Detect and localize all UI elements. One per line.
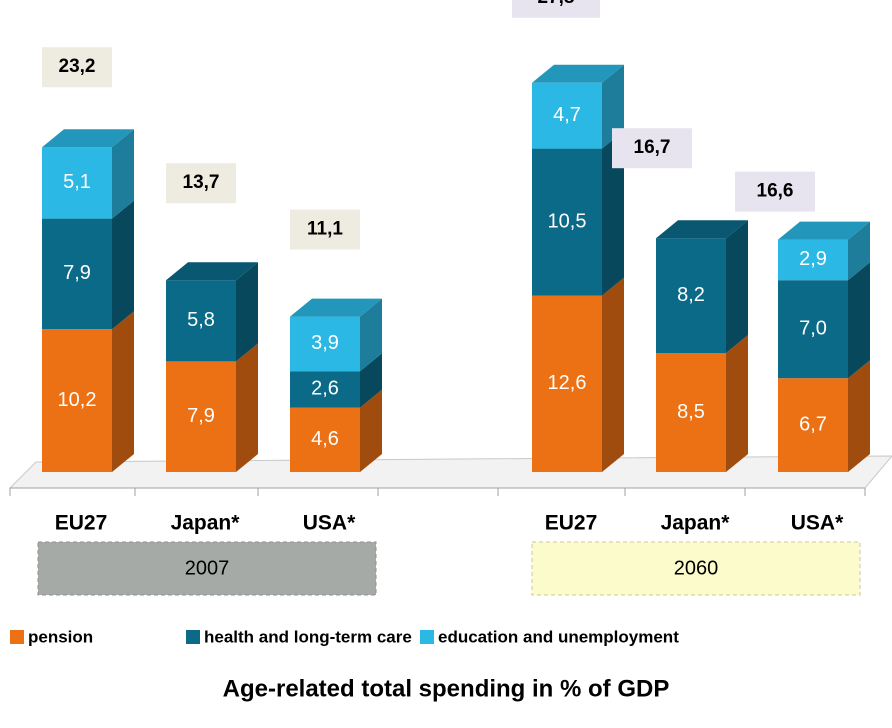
legend-swatch [10,630,24,644]
bar-side [602,130,624,296]
bar-side [848,221,870,281]
value-label: 4,7 [553,104,581,126]
value-label: 12,6 [548,372,587,394]
value-label: 10,2 [58,389,97,411]
floor [8,455,892,489]
bar-side [360,389,382,472]
total-box [612,128,692,169]
total-box [166,163,236,204]
bar-top [532,64,624,83]
bar-side [726,335,748,472]
total-label: 16,7 [634,137,671,158]
bar-side [236,262,258,362]
value-label: 8,2 [677,284,705,306]
bar-side [112,200,134,330]
bar-segment [166,280,236,362]
x-tick-label: EU27 [545,512,598,535]
total-label: 16,6 [757,181,794,202]
total-label: 11,1 [307,219,343,240]
value-label: 7,9 [187,405,215,427]
legend-swatch [420,630,434,644]
value-label: 6,7 [799,413,827,435]
bar-segment [290,316,360,372]
group-label: 2060 [674,557,719,579]
bar-segment [166,361,236,472]
value-label: 2,9 [799,248,827,270]
bar-segment [778,239,848,281]
total-label: 23,2 [59,56,96,77]
bar-side [848,360,870,472]
bar-top [778,221,870,240]
bar-side [236,343,258,472]
value-label: 7,0 [799,317,827,339]
bar-segment [42,147,112,219]
total-box [512,0,600,18]
legend-label: education and unemployment [438,627,679,646]
x-tick-label: Japan* [171,512,241,535]
total-box [42,47,112,88]
bar-segment [656,353,726,472]
chart-title: Age-related total spending in % of GDP [223,675,670,702]
bar-side [112,311,134,472]
bar-top [42,129,134,148]
total-label: 13,7 [183,172,220,193]
bar-segment [532,295,602,472]
bar-side [602,277,624,472]
x-tick-label: EU27 [55,512,108,535]
value-label: 3,9 [311,332,339,354]
group-box [37,541,377,596]
value-label: 5,8 [187,309,215,331]
bar-top [290,298,382,317]
bar-segment [778,280,848,379]
x-tick-label: Japan* [661,512,731,535]
bar-side [848,262,870,379]
bar-side [360,353,382,408]
x-tick-label: USA* [303,512,356,535]
bar-segment [778,378,848,472]
bar-top [166,262,258,281]
total-box [735,171,815,212]
value-label: 5,1 [63,171,91,193]
value-label: 2,6 [311,378,339,400]
group-box [531,541,861,596]
bar-segment [532,148,602,296]
legend-label: health and long-term care [204,627,412,646]
group-label: 2007 [185,557,230,579]
bar-segment [290,407,360,472]
bar-segment [656,238,726,353]
value-label: 8,5 [677,401,705,423]
value-label: 10,5 [548,210,587,232]
total-label: 27,8 [538,0,575,8]
bar-segment [42,329,112,472]
bar-side [602,64,624,149]
bar-top [656,220,748,239]
bar-segment [42,218,112,330]
value-label: 7,9 [63,262,91,284]
bar-side [112,129,134,219]
value-label: 4,6 [311,428,339,450]
bar-side [726,220,748,353]
bar-segment [290,371,360,408]
legend-swatch [186,630,200,644]
x-tick-label: USA* [791,512,844,535]
total-box [290,209,360,250]
bar-segment [532,82,602,149]
legend-label: pension [28,627,93,646]
bar-side [360,298,382,372]
